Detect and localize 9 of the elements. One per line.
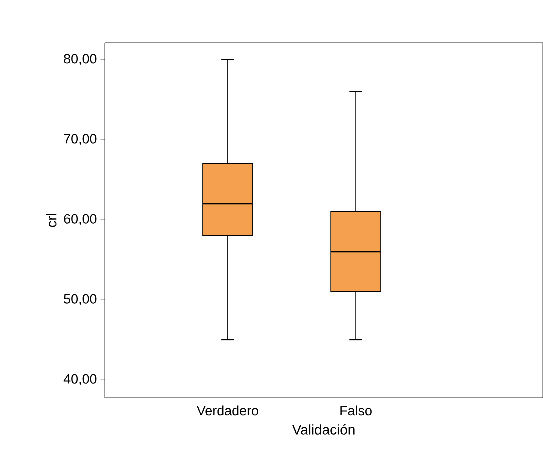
x-tick-label: Falso: [340, 406, 372, 416]
y-tick-label: 50,00: [64, 294, 97, 306]
y-tick-label: 60,00: [64, 214, 97, 226]
y-tick-label: 70,00: [64, 134, 97, 146]
y-axis-title: crl: [46, 214, 57, 228]
y-tick-label: 40,00: [64, 374, 97, 386]
x-axis-title: Validación: [292, 424, 355, 435]
x-tick-label: Verdadero: [196, 406, 258, 416]
y-tick-label: 80,00: [64, 54, 97, 66]
